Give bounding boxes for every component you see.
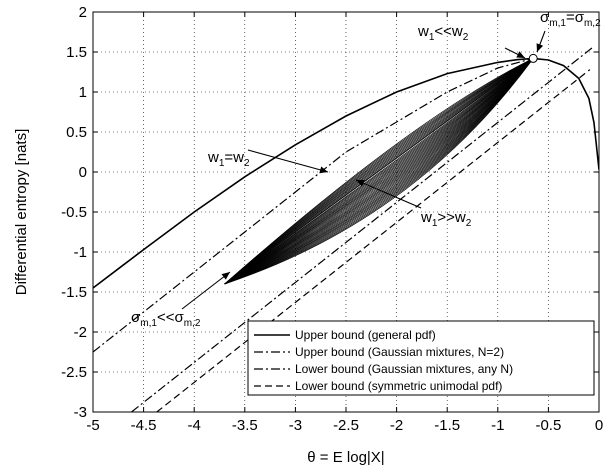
annotation-sigma-equal: σm,1=σm,2 [540, 9, 601, 29]
peak-marker [528, 53, 538, 63]
family-curve [224, 58, 534, 285]
annotation-w1-ll-w2: w1<<w2 [417, 23, 469, 43]
annotation-sigma-ll: σm,1<<σm,2 [131, 309, 201, 329]
family-curve [224, 58, 534, 285]
annotation-w1-eq-w2: w1=w2 [207, 149, 250, 169]
series-line [156, 69, 591, 412]
family-curve [224, 58, 534, 285]
family-curve [224, 58, 534, 285]
series-line [131, 47, 593, 412]
family-curve [224, 58, 534, 285]
annotation-arrow-head [356, 179, 365, 187]
x-tick-label: -4.5 [131, 417, 157, 434]
family-curve [224, 58, 534, 285]
y-tick-label: -2.5 [61, 364, 87, 381]
x-tick-label: -2.5 [333, 417, 359, 434]
family-curve [224, 58, 534, 285]
x-tick-label: 0 [595, 417, 603, 434]
annotation-arrow [181, 271, 231, 310]
y-tick-label: -0.5 [61, 204, 87, 221]
family-curve [224, 58, 534, 285]
family-curve [224, 58, 534, 285]
x-tick-label: -1 [491, 417, 504, 434]
x-axis-label: θ = E log|X| [307, 449, 384, 466]
legend-label: Lower bound (symmetric unimodal pdf) [295, 379, 502, 393]
annotation-arrow-head [221, 272, 230, 280]
family-curve [224, 58, 534, 285]
family-curve [224, 58, 534, 285]
y-tick-label: -1.5 [61, 284, 87, 301]
legend-label: Upper bound (Gaussian mixtures, N=2) [295, 345, 504, 359]
series-line [93, 57, 534, 353]
family-curve [224, 58, 534, 285]
family-curve [224, 58, 534, 285]
family-curve [224, 58, 534, 285]
x-tick-label: -4 [188, 417, 201, 434]
family-curve [224, 58, 534, 285]
family-curve [224, 58, 534, 285]
annotation-arrow-head [536, 43, 544, 52]
family-curve [224, 58, 534, 285]
series-lines [93, 47, 599, 412]
family-curve [224, 58, 534, 285]
family-curve [224, 58, 534, 285]
legend-label: Upper bound (general pdf) [295, 328, 436, 342]
legend-box [247, 320, 595, 396]
annotation-w1-gg-w2: w1>>w2 [420, 209, 472, 229]
x-tick-label: -1.5 [434, 417, 460, 434]
family-curve [224, 58, 534, 285]
y-axis-label: Differential entropy [nats] [13, 129, 30, 295]
family-curve [224, 58, 534, 285]
annotation-arrow-head [516, 51, 525, 58]
y-tick-label: -3 [74, 404, 87, 421]
family-curve [224, 58, 534, 285]
family-curve [224, 58, 534, 285]
y-tick-label: 0.5 [66, 124, 87, 141]
family-curve [224, 58, 534, 285]
annotations: w1<<w2 σm,1=σm,2 w1=w2 w1>>w2 σm,1<<σm,2 [131, 9, 601, 329]
family-curve [224, 58, 534, 285]
legend-label: Lower bound (Gaussian mixtures, any N) [295, 362, 513, 376]
plot-area [93, 47, 599, 412]
family-curve [224, 58, 534, 285]
family-curve [224, 58, 534, 285]
family-curve [224, 58, 534, 285]
x-tick-label: -3.5 [232, 417, 258, 434]
family-curve [224, 58, 534, 285]
family-curve [224, 58, 534, 285]
x-tick-label: -0.5 [535, 417, 561, 434]
family-curve [224, 58, 534, 285]
y-tick-label: -1 [74, 244, 87, 261]
annotation-arrow [247, 149, 329, 173]
annotation-arrow [355, 179, 422, 209]
axis-ticks: -5 -4.5 -4 -3.5 -3 -2.5 -2 -1.5 -1 -0.5 0 2 1.5 1 0.5 0… [61, 4, 603, 434]
family-curve [224, 58, 534, 285]
family-curve [224, 58, 534, 285]
x-tick-label: -2 [390, 417, 403, 434]
y-tick-label: 1.5 [66, 44, 87, 61]
y-tick-label: -2 [74, 324, 87, 341]
family-curves [224, 58, 534, 285]
annotation-arrow-head [319, 166, 328, 174]
y-tick-label: 0 [79, 164, 87, 181]
family-curve [224, 58, 534, 285]
family-curve [224, 58, 534, 285]
x-tick-label: -3 [289, 417, 302, 434]
family-curve [224, 58, 534, 285]
y-tick-label: 2 [79, 4, 87, 21]
family-curve [224, 58, 534, 285]
legend: Upper bound (general pdf) Upper bound (Ga… [247, 320, 595, 396]
y-tick-label: 1 [79, 84, 87, 101]
x-tick-label: -5 [86, 417, 99, 434]
series-line [93, 57, 599, 289]
family-curve [224, 58, 534, 285]
family-curve [224, 58, 534, 285]
plot-frame [92, 11, 600, 413]
